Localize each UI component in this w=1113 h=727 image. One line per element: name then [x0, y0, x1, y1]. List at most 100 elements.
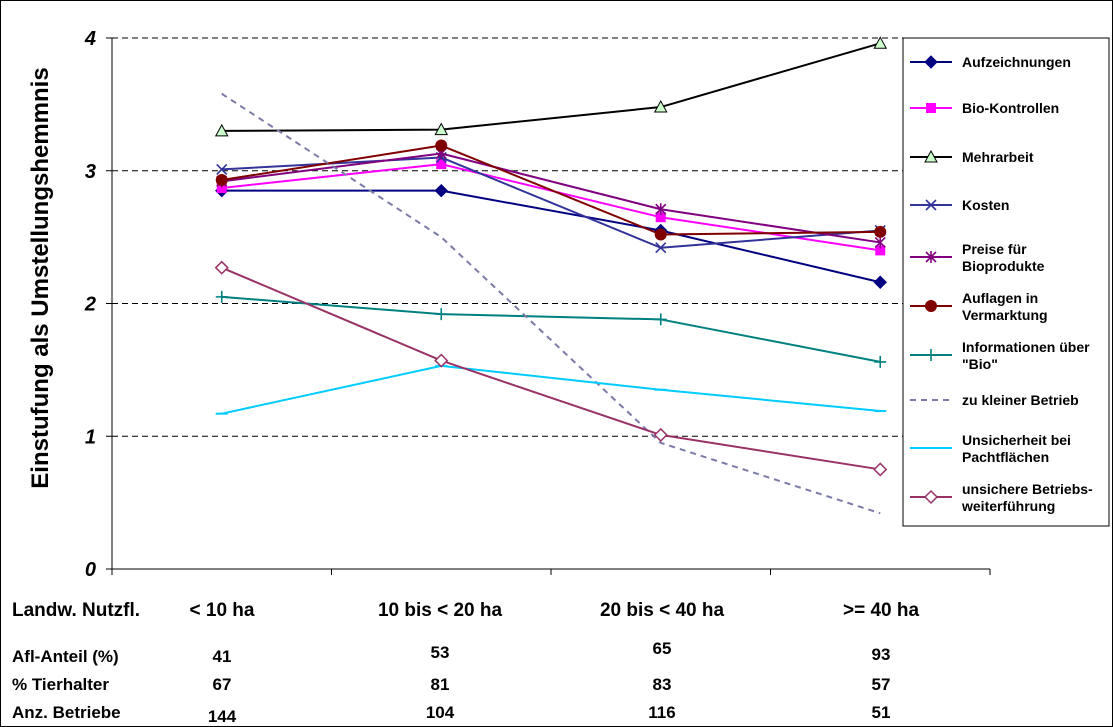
x-category-0: < 10 ha	[190, 600, 255, 621]
series-auflagen-in-vermarktung-point-3	[874, 225, 887, 238]
series-unsicherheit-bei-pachtflächen-line	[221, 364, 881, 415]
legend-label-unsichere-betriebs-weiterführung-0: unsichere Betriebs-	[962, 481, 1093, 497]
series-mehrarbeit-point-1	[434, 122, 449, 136]
legend-swatch-marker	[925, 300, 937, 312]
legend-swatch-marker	[924, 55, 938, 69]
legend-item-unsichere-betriebs-weiterführung: unsichere Betriebs-weiterführung	[910, 481, 1093, 514]
x-category-2: 20 bis < 40 ha	[600, 600, 725, 621]
table-cell-2: 116	[648, 703, 675, 722]
legend-label-unsicherheit-bei-pachtflächen-0: Unsicherheit bei	[962, 432, 1071, 448]
table-cell-3: 57	[872, 675, 891, 694]
series-preise-für-bioprodukte-point-2	[655, 203, 667, 216]
legend-swatch-marker	[924, 149, 938, 163]
table-row-label: % Tierhalter	[12, 675, 109, 694]
series-unsichere-betriebs-weiterführung-point-2	[653, 427, 668, 442]
series-informationen-über-bio-point-3	[874, 355, 887, 368]
series-unsichere-betriebs-weiterführung-point-0	[214, 260, 229, 275]
legend-swatch-marker	[926, 103, 936, 113]
legend-item-mehrarbeit: Mehrarbeit	[910, 149, 1034, 165]
series-auflagen-in-vermarktung-line	[221, 144, 881, 236]
series-bio-kontrollen-point-2	[655, 212, 666, 223]
series-aufzeichnungen-point-3	[873, 275, 887, 289]
legend-label-preise-für-bioprodukte-0: Preise für	[962, 241, 1027, 257]
legend-label-unsichere-betriebs-weiterführung-1: weiterführung	[961, 498, 1055, 514]
series-informationen-über-bio	[215, 290, 887, 368]
series-kosten-point-0	[216, 163, 228, 175]
y-tick-label-1: 1	[85, 426, 96, 448]
series-group	[214, 36, 888, 515]
table-row-tierhalter: % Tierhalter 67 81 83 57	[12, 675, 890, 694]
series-informationen-über-bio-point-0	[215, 290, 228, 303]
legend-item-aufzeichnungen: Aufzeichnungen	[910, 54, 1071, 70]
legend-swatch-marker	[925, 349, 937, 361]
series-zu-kleiner-betrieb-line	[221, 92, 881, 515]
series-mehrarbeit	[214, 36, 888, 137]
legend-item-kosten: Kosten	[910, 197, 1009, 213]
series-aufzeichnungen-line	[221, 189, 881, 284]
legend-label-kosten-0: Kosten	[962, 197, 1009, 213]
series-unsichere-betriebs-weiterführung	[214, 260, 888, 477]
series-unsichere-betriebs-weiterführung-point-1	[434, 353, 449, 368]
legend-label-zu-kleiner-betrieb-0: zu kleiner Betrieb	[962, 392, 1079, 408]
series-informationen-über-bio-point-2	[654, 313, 667, 326]
y-tick-label-2: 2	[84, 294, 96, 316]
table-cell-2: 65	[653, 639, 672, 658]
series-auflagen-in-vermarktung	[215, 139, 887, 241]
legend-label-informationen-über-bio-0: Informationen über	[962, 339, 1090, 355]
legend-label-auflagen-in-vermarktung-0: Auflagen in	[962, 290, 1038, 306]
legend-item-informationen-über-bio: Informationen über"Bio"	[910, 339, 1090, 372]
grid-lines	[112, 37, 990, 437]
series-unsichere-betriebs-weiterführung-point-3	[873, 462, 888, 477]
y-axis-label: Einstufung als Umstellungshemmnis	[27, 67, 54, 488]
data-table: Afl-Anteil (%) 41 53 65 93 % Tierhalter 67 81 83…	[12, 639, 890, 726]
x-category-1: 10 bis < 20 ha	[378, 600, 503, 621]
legend: Aufzeichnungen Bio-Kontrollen Mehrarbeit Ko…	[902, 37, 1110, 527]
series-bio-kontrollen-point-0	[216, 183, 227, 194]
table-cell-0: 41	[213, 647, 232, 666]
series-mehrarbeit-line	[221, 42, 881, 132]
series-preise-für-bioprodukte-line	[221, 152, 881, 244]
series-auflagen-in-vermarktung-point-1	[435, 139, 448, 152]
series-informationen-über-bio-line	[221, 295, 881, 363]
legend-label-mehrarbeit-0: Mehrarbeit	[962, 149, 1034, 165]
series-bio-kontrollen-point-1	[436, 159, 447, 170]
table-cell-0: 144	[208, 707, 237, 726]
table-row-label: Afl-Anteil (%)	[12, 647, 119, 666]
legend-label-auflagen-in-vermarktung-1: Vermarktung	[962, 307, 1048, 323]
legend-item-bio-kontrollen: Bio-Kontrollen	[910, 100, 1059, 116]
table-row-anz-betriebe: Anz. Betriebe 144 104 116 51	[12, 703, 890, 726]
table-cell-3: 93	[872, 645, 891, 664]
legend-item-zu-kleiner-betrieb: zu kleiner Betrieb	[910, 392, 1079, 408]
table-cell-0: 67	[213, 675, 232, 694]
table-cell-1: 104	[426, 703, 455, 722]
series-kosten-point-2	[655, 242, 667, 254]
legend-label-preise-für-bioprodukte-1: Bioprodukte	[962, 258, 1045, 274]
table-cell-1: 53	[431, 643, 450, 662]
series-auflagen-in-vermarktung-point-0	[215, 174, 228, 187]
legend-swatch-marker	[925, 251, 937, 263]
legend-label-aufzeichnungen-0: Aufzeichnungen	[962, 54, 1071, 70]
series-mehrarbeit-point-2	[653, 99, 668, 113]
series-zu-kleiner-betrieb	[221, 92, 881, 515]
x-category-3: >= 40 ha	[843, 600, 919, 621]
table-cell-3: 51	[872, 703, 891, 722]
y-tick-label-3: 3	[85, 161, 96, 183]
x-category-labels: < 10 ha 10 bis < 20 ha 20 bis < 40 ha >= 40…	[190, 600, 920, 621]
table-cell-2: 83	[653, 675, 672, 694]
legend-label-bio-kontrollen-0: Bio-Kontrollen	[962, 100, 1059, 116]
series-aufzeichnungen-point-1	[434, 183, 448, 198]
legend-box	[902, 37, 1110, 527]
legend-label-unsicherheit-bei-pachtflächen-1: Pachtflächen	[962, 449, 1049, 465]
x-axis-header: Landw. Nutzfl.	[12, 600, 140, 621]
axes	[106, 37, 991, 575]
series-preise-für-bioprodukte-point-3	[874, 236, 886, 249]
legend-label-informationen-über-bio-1: "Bio"	[962, 356, 998, 372]
table-cell-1: 81	[431, 675, 450, 694]
series-bio-kontrollen-point-3	[875, 245, 886, 256]
legend-swatch-marker	[925, 199, 937, 211]
table-row-label: Anz. Betriebe	[12, 703, 121, 722]
y-tick-label-4: 4	[84, 28, 96, 50]
